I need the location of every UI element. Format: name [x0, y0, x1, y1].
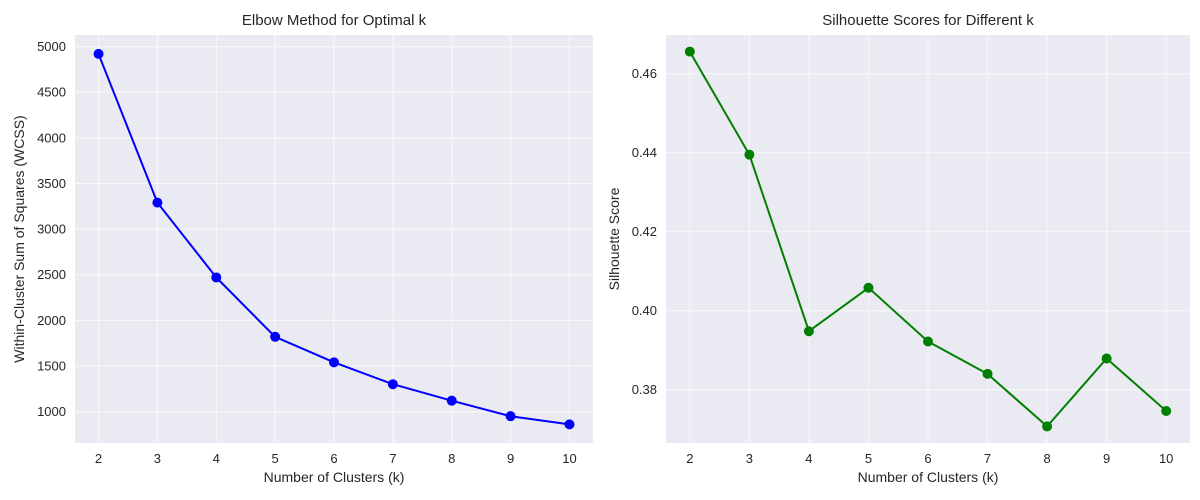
data-point-marker	[684, 46, 695, 57]
data-point-marker	[329, 357, 339, 368]
x-tick-label: 5	[272, 451, 279, 466]
data-point-marker	[744, 149, 755, 160]
data-point-marker	[505, 411, 516, 422]
y-axis-label: Within-Cluster Sum of Squares (WCSS)	[11, 115, 27, 362]
chart-title: Silhouette Scores for Different k	[822, 12, 1034, 29]
y-tick-label: 2500	[37, 267, 66, 282]
x-tick-label: 4	[805, 451, 812, 466]
x-tick-label: 8	[448, 451, 455, 466]
data-point-marker	[803, 326, 814, 337]
y-tick-label: 0.44	[632, 145, 657, 160]
y-tick-label: 5000	[37, 39, 66, 54]
x-axis-label: Number of Clusters (k)	[264, 469, 405, 485]
data-point-marker	[863, 282, 874, 293]
x-tick-label: 6	[330, 451, 337, 466]
x-tick-label: 2	[686, 451, 693, 466]
x-tick-label: 4	[213, 451, 220, 466]
x-tick-label: 9	[1103, 451, 1110, 466]
data-point-marker	[982, 368, 993, 379]
x-tick-label: 7	[984, 451, 991, 466]
y-tick-label: 3500	[37, 176, 66, 191]
y-axis-label: Silhouette Score	[606, 187, 622, 290]
y-tick-label: 0.40	[632, 303, 657, 318]
x-tick-label: 6	[924, 451, 931, 466]
y-tick-label: 1000	[37, 404, 66, 419]
y-tick-label: 4000	[37, 130, 66, 145]
elbow-chart: 2 3 4 5 6 7 8 9 10 1000 1500 2000 2500 3000 3500 4000 45…	[11, 12, 593, 485]
x-tick-label: 10	[562, 451, 576, 466]
x-tick-label: 3	[746, 451, 753, 466]
data-point-marker	[446, 395, 457, 406]
x-tick-label: 5	[865, 451, 872, 466]
chart-title: Elbow Method for Optimal k	[242, 12, 427, 29]
data-point-marker	[270, 331, 281, 342]
x-axis-label: Number of Clusters (k)	[858, 469, 999, 485]
silhouette-chart: 2 3 4 5 6 7 8 9 10 0.38 0.40 0.42 0.44 0.46 Silhouette…	[606, 12, 1190, 485]
y-tick-label: 3000	[37, 222, 66, 237]
data-point-marker	[93, 48, 104, 59]
y-tick-label: 2000	[37, 313, 66, 328]
data-point-marker	[1042, 421, 1053, 432]
y-tick-label: 0.42	[632, 224, 657, 239]
x-tick-label: 8	[1043, 451, 1050, 466]
data-point-marker	[1101, 353, 1112, 364]
y-tick-label: 0.38	[632, 382, 657, 397]
y-tick-label: 4500	[37, 85, 66, 100]
x-tick-label: 10	[1159, 451, 1173, 466]
data-point-marker	[387, 379, 398, 390]
x-tick-label: 9	[507, 451, 514, 466]
data-point-marker	[923, 336, 933, 347]
y-tick-label: 1500	[37, 358, 66, 373]
x-tick-label: 3	[154, 451, 161, 466]
x-tick-label: 7	[389, 451, 396, 466]
data-point-marker	[564, 419, 575, 430]
data-point-marker	[1161, 406, 1172, 417]
data-point-marker	[152, 197, 163, 208]
y-tick-label: 0.46	[632, 66, 657, 81]
x-tick-label: 2	[95, 451, 102, 466]
data-point-marker	[211, 272, 222, 283]
